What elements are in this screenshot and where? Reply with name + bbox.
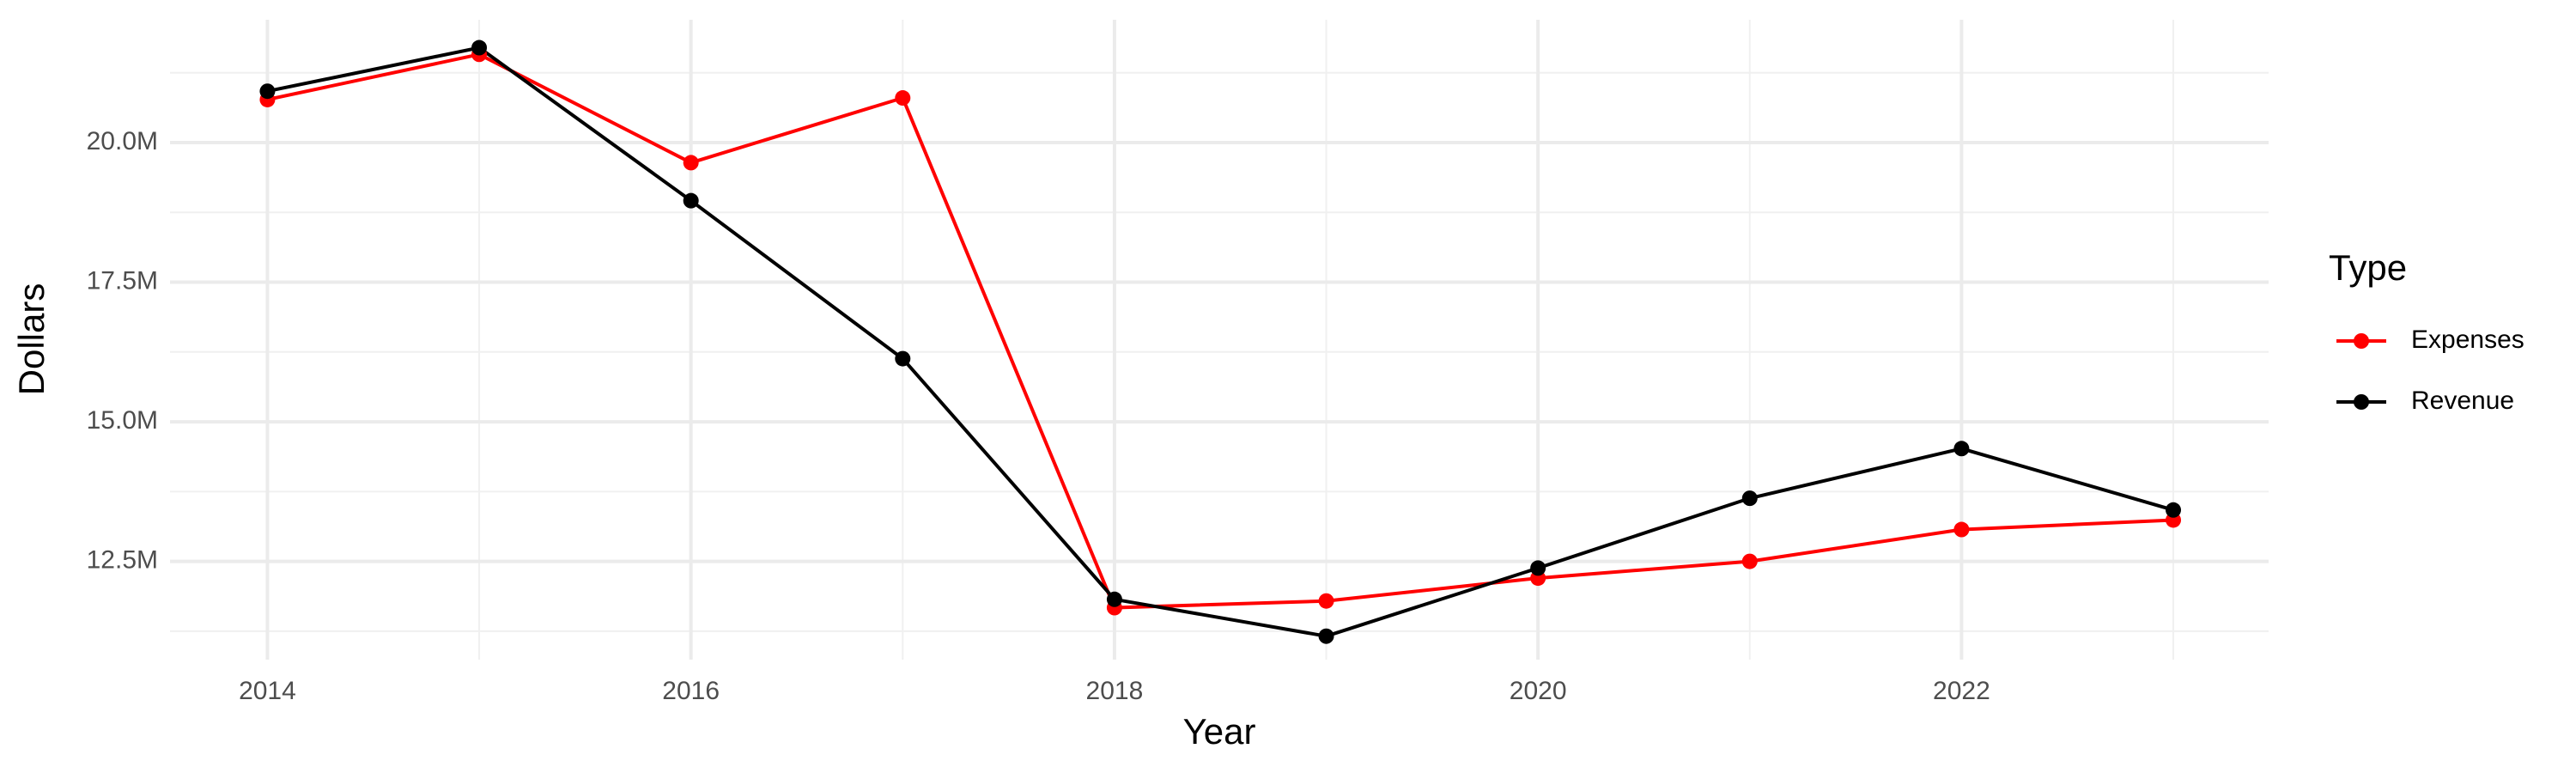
data-point: [683, 155, 699, 171]
series-line: [267, 52, 2174, 610]
legend-point: [2354, 333, 2369, 349]
legend-title: Type: [2329, 247, 2407, 288]
data-point: [895, 350, 911, 367]
x-tick-label: 2016: [662, 677, 720, 705]
data-point: [2166, 502, 2182, 518]
data-point: [1318, 628, 1334, 644]
legend-point: [2354, 394, 2369, 410]
data-point: [683, 192, 699, 209]
x-tick-label: 2014: [239, 677, 296, 705]
data-point: [1953, 441, 1970, 457]
data-point: [1318, 593, 1334, 609]
x-tick-label: 2020: [1510, 677, 1567, 705]
x-tick-label: 2022: [1933, 677, 1990, 705]
data-point: [1106, 591, 1122, 607]
y-tick-label: 17.5M: [87, 266, 158, 295]
data-point: [1530, 560, 1546, 576]
data-point: [471, 40, 488, 56]
legend-label: Revenue: [2411, 386, 2514, 415]
legend-label: Expenses: [2411, 326, 2524, 354]
data-point: [1741, 553, 1758, 569]
data-point: [259, 83, 276, 100]
data-point: [1953, 521, 1970, 538]
y-tick-label: 20.0M: [87, 127, 158, 155]
x-tick-label: 2018: [1086, 677, 1144, 705]
y-axis-title: Dollars: [11, 283, 52, 396]
y-tick-label: 15.0M: [87, 406, 158, 435]
x-axis-title: Year: [1183, 711, 1256, 752]
series-line: [267, 46, 2174, 638]
y-tick-label: 12.5M: [87, 546, 158, 575]
data-point: [895, 90, 911, 107]
data-point: [1741, 490, 1758, 507]
